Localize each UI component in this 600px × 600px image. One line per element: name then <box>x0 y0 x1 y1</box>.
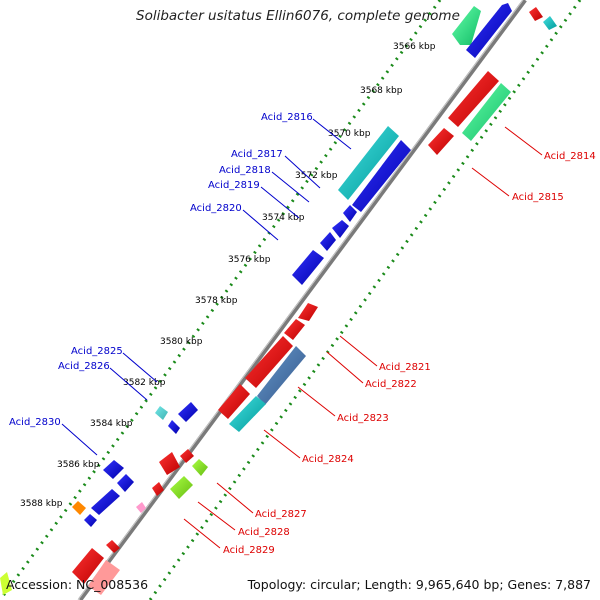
label-acid-2815[interactable]: Acid_2815 <box>512 192 564 203</box>
kbp-3572: 3572 kbp <box>295 171 338 181</box>
gene-arrow-acid-2821[interactable] <box>298 303 318 321</box>
gene-arrow[interactable] <box>72 501 86 515</box>
leader-acid-2821 <box>339 335 378 367</box>
gene-arrow-acid-2822[interactable] <box>245 336 293 388</box>
leader-acid-2820 <box>242 209 279 241</box>
kbp-3580: 3580 kbp <box>160 337 203 347</box>
label-acid-2830[interactable]: Acid_2830 <box>9 417 61 428</box>
forward-gene-labels: Acid_2816 Acid_2817 Acid_2818 Acid_2819 … <box>9 112 352 456</box>
leader-acid-2823 <box>297 386 336 417</box>
label-acid-2825[interactable]: Acid_2825 <box>71 346 123 357</box>
leader-acid-2818 <box>271 171 310 203</box>
label-acid-2826[interactable]: Acid_2826 <box>58 361 110 372</box>
leader-acid-2826 <box>109 367 148 401</box>
leader-acid-2819 <box>260 186 300 219</box>
label-acid-2824[interactable]: Acid_2824 <box>302 454 354 465</box>
gene-arrow-acid-2820[interactable] <box>320 232 336 251</box>
gene-arrow-acid-2827[interactable] <box>159 452 180 475</box>
label-acid-2814[interactable]: Acid_2814 <box>544 151 596 162</box>
gene-arrow[interactable] <box>428 128 454 155</box>
genome-summary-text: Topology: circular; Length: 9,965,640 bp… <box>247 577 591 592</box>
label-acid-2818[interactable]: Acid_2818 <box>219 165 271 176</box>
gene-arrow-acid-2824[interactable] <box>229 396 266 432</box>
label-acid-2829[interactable]: Acid_2829 <box>223 545 275 556</box>
kbp-3576: 3576 kbp <box>228 255 271 265</box>
leader-acid-2827 <box>216 482 254 514</box>
gene-arrow[interactable] <box>284 319 305 340</box>
gene-arrow[interactable] <box>72 548 104 584</box>
gene-arrow[interactable] <box>117 474 134 492</box>
gene-arrow[interactable] <box>0 572 12 595</box>
gene-arrow[interactable] <box>452 6 481 45</box>
kbp-3566: 3566 kbp <box>393 42 436 52</box>
label-acid-2828[interactable]: Acid_2828 <box>238 527 290 538</box>
gene-arrow[interactable] <box>543 16 557 30</box>
gene-arrow-acid-2825[interactable] <box>155 406 168 420</box>
leader-acid-2817 <box>284 155 321 189</box>
label-acid-2816[interactable]: Acid_2816 <box>261 112 313 123</box>
kbp-3578: 3578 kbp <box>195 296 238 306</box>
gene-arrow[interactable] <box>136 502 146 513</box>
label-acid-2821[interactable]: Acid_2821 <box>379 362 431 373</box>
gene-arrow-acid-2814[interactable] <box>462 83 511 141</box>
gene-arrow[interactable] <box>106 540 120 553</box>
label-acid-2823[interactable]: Acid_2823 <box>337 413 389 424</box>
gene-arrow-acid-2817[interactable] <box>352 140 411 212</box>
gene-arrow[interactable] <box>84 514 97 527</box>
kbp-3568: 3568 kbp <box>360 86 403 96</box>
gene-arrow[interactable] <box>91 489 120 515</box>
gene-arrow-acid-2826[interactable] <box>168 420 180 434</box>
kbp-3586: 3586 kbp <box>57 460 100 470</box>
leader-acid-2829 <box>183 518 221 549</box>
kbp-3588: 3588 kbp <box>20 499 63 509</box>
gene-arrow-acid-2818[interactable] <box>343 205 357 222</box>
leader-acid-2822 <box>326 351 364 384</box>
leader-acid-2815 <box>471 167 510 197</box>
leader-acid-2814 <box>504 126 543 156</box>
gene-arrow-acid-2816[interactable] <box>338 126 399 200</box>
kbp-3574: 3574 kbp <box>262 213 305 223</box>
label-acid-2820[interactable]: Acid_2820 <box>190 203 242 214</box>
reverse-gene-arrows <box>72 7 557 595</box>
gene-arrow[interactable] <box>178 402 198 422</box>
label-acid-2819[interactable]: Acid_2819 <box>208 180 260 191</box>
gene-arrow-acid-2830[interactable] <box>103 460 124 479</box>
kbp-3570: 3570 kbp <box>328 129 371 139</box>
gene-arrow[interactable] <box>218 384 250 419</box>
map-title: Solibacter usitatus Ellin6076, complete … <box>136 8 460 24</box>
gene-arrow[interactable] <box>292 250 324 285</box>
backbone-highlight <box>77 0 524 600</box>
leader-acid-2830 <box>61 423 98 456</box>
accession-text: Accession: NC_008536 <box>6 577 149 592</box>
leader-acid-2816 <box>312 118 352 150</box>
gene-arrow[interactable] <box>180 449 194 463</box>
gene-arrow-acid-2829[interactable] <box>170 476 193 499</box>
gene-arrow-acid-2823[interactable] <box>257 346 306 405</box>
genome-backbone <box>78 0 527 600</box>
label-acid-2817[interactable]: Acid_2817 <box>231 149 283 160</box>
kbp-3582: 3582 kbp <box>123 378 166 388</box>
label-acid-2822[interactable]: Acid_2822 <box>365 379 417 390</box>
gene-arrow[interactable] <box>152 482 164 496</box>
gene-arrow[interactable] <box>529 7 543 21</box>
gene-arrow-acid-2815[interactable] <box>448 71 499 127</box>
label-acid-2827[interactable]: Acid_2827 <box>255 509 307 520</box>
reverse-gene-labels: Acid_2814 Acid_2815 Acid_2821 Acid_2822 … <box>183 126 596 556</box>
gene-arrow[interactable] <box>466 3 512 58</box>
gene-arrow-acid-2819[interactable] <box>332 220 349 238</box>
leader-acid-2828 <box>197 501 236 531</box>
gene-arrow-acid-2828[interactable] <box>192 459 208 476</box>
leader-acid-2825 <box>122 352 158 383</box>
forward-gene-arrows <box>0 3 512 595</box>
kbp-3584: 3584 kbp <box>90 419 133 429</box>
inner-tick-track <box>148 0 582 600</box>
leader-acid-2824 <box>263 429 301 459</box>
gene-arrow[interactable] <box>88 560 120 595</box>
